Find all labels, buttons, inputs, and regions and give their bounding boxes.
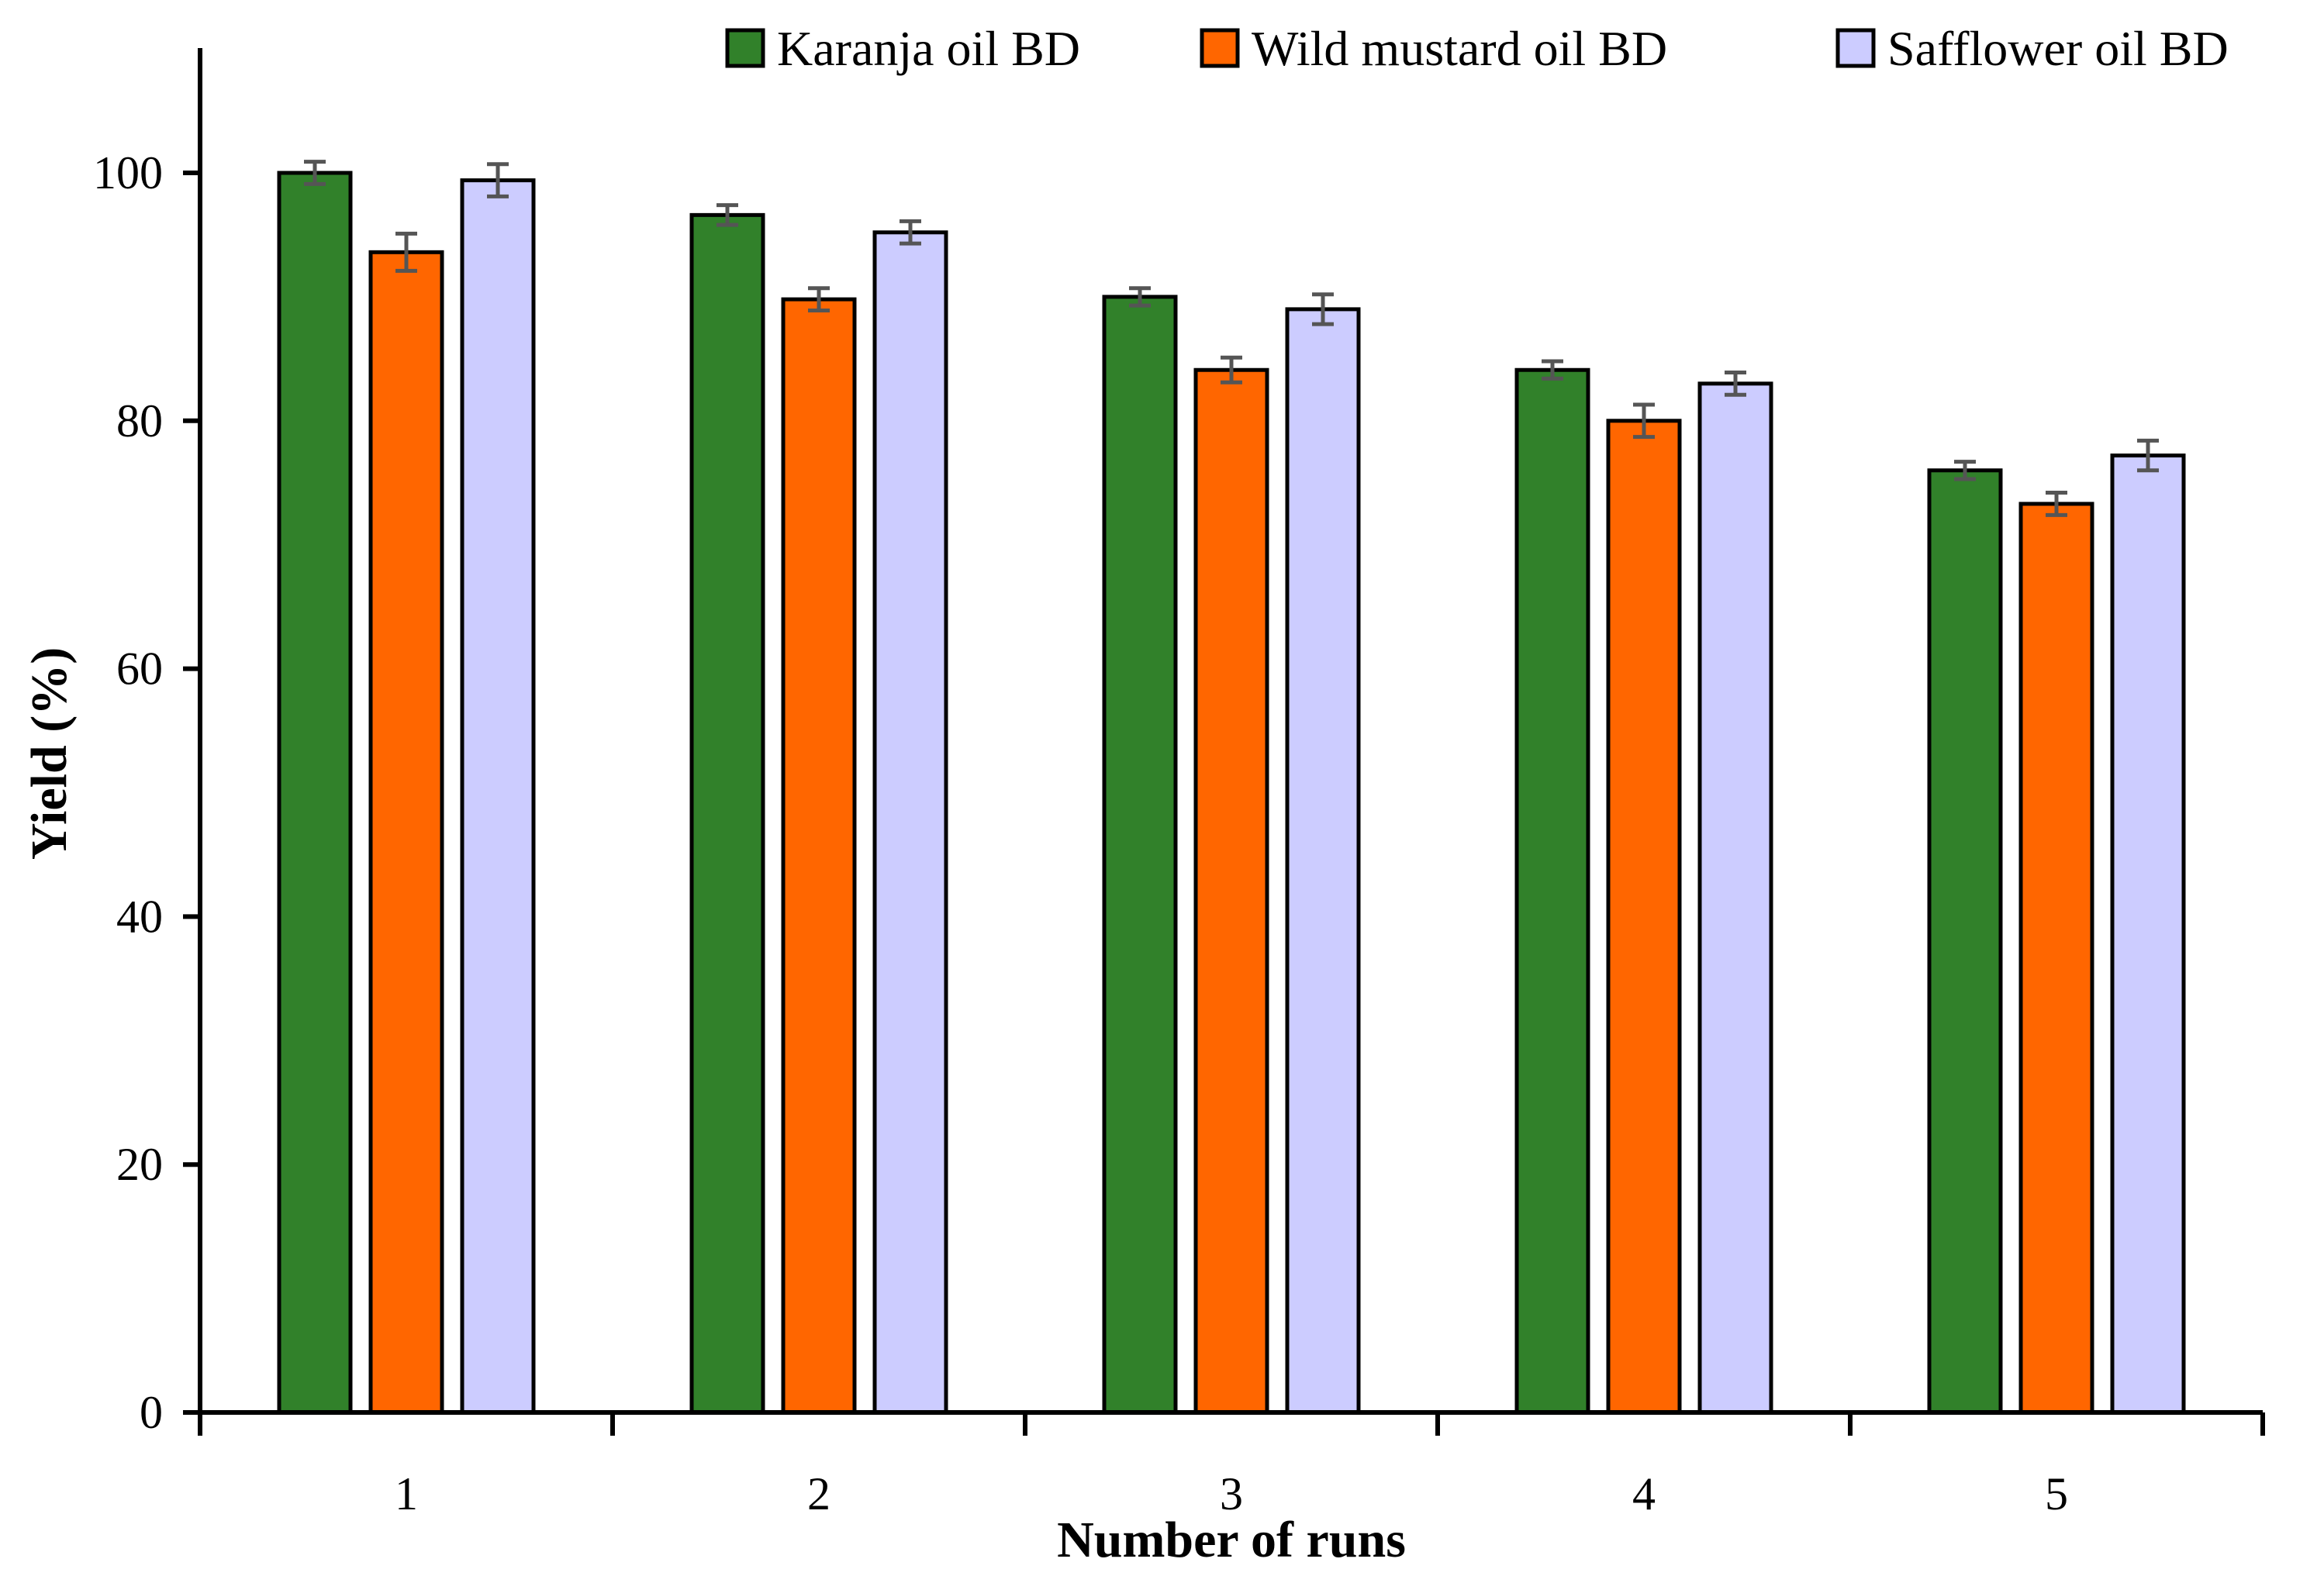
legend-swatch (1835, 28, 1876, 68)
bar (368, 250, 444, 1415)
bar (689, 212, 765, 1415)
bar (1102, 295, 1178, 1415)
x-tick-label: 5 (2045, 1468, 2068, 1519)
bar (2110, 454, 2186, 1415)
x-axis-title: Number of runs (1057, 1512, 1406, 1568)
y-tick-label: 40 (116, 891, 163, 942)
x-tick-label: 4 (1632, 1468, 1656, 1519)
error-bars-layer (304, 160, 2159, 517)
y-tick-label: 20 (116, 1139, 163, 1190)
x-ticks: 1 2 3 4 5 (198, 1412, 2265, 1519)
bar (2018, 502, 2094, 1415)
legend-swatch (725, 28, 765, 68)
bar (277, 171, 353, 1415)
axes-layer (198, 48, 2263, 1415)
bar (1697, 381, 1773, 1415)
y-tick-label: 80 (116, 395, 163, 447)
bar (1927, 468, 2003, 1415)
y-axis-title: Yield (%) (21, 647, 78, 860)
legend-label: Safflower oil BD (1887, 21, 2229, 76)
y-tick-label: 60 (116, 643, 163, 695)
legend-label: Karanja oil BD (777, 21, 1080, 76)
y-tick-label: 0 (140, 1387, 163, 1438)
bar (1606, 419, 1682, 1415)
bar (781, 297, 857, 1415)
bar (1514, 367, 1590, 1415)
y-ticks: 0 20 40 60 80 100 (93, 147, 200, 1438)
x-tick-label: 2 (807, 1468, 830, 1519)
y-tick-label: 100 (93, 147, 163, 198)
bar (1285, 307, 1361, 1415)
bar (872, 230, 948, 1415)
x-tick-label: 1 (395, 1468, 418, 1519)
bar (1193, 367, 1269, 1415)
legend-label: Wild mustard oil BD (1252, 21, 1667, 76)
legend: Karanja oil BD Wild mustard oil BD Safflow… (725, 21, 2229, 76)
legend-swatch (1200, 28, 1240, 68)
bar (460, 178, 536, 1415)
x-tick-label: 3 (1220, 1468, 1243, 1519)
